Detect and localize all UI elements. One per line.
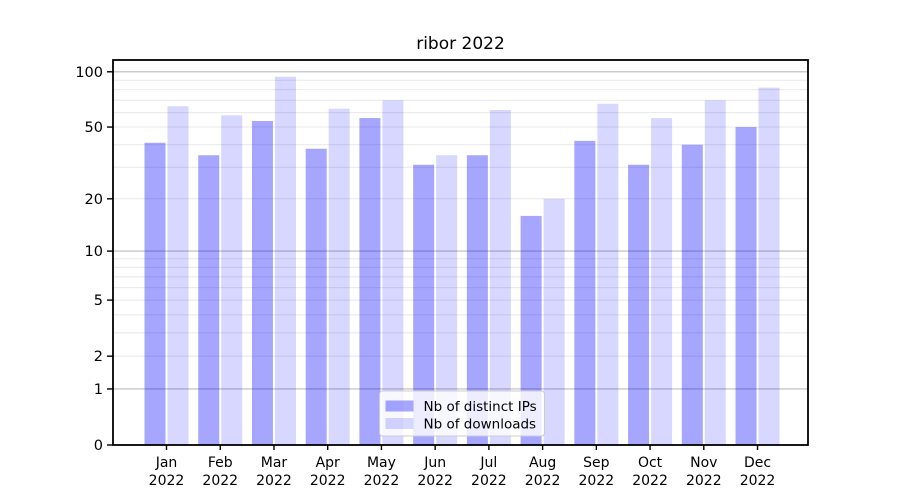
legend-swatch-distinct-ips: [385, 400, 414, 412]
bar-nb-of-distinct-ips-jul: [466, 155, 488, 445]
bar-nb-of-distinct-ips-jan: [144, 142, 166, 445]
x-tick-label-month: Oct: [638, 455, 663, 471]
x-tick-label-month: Dec: [744, 455, 771, 471]
x-tick-label-year: 2022: [256, 473, 292, 489]
y-tick-label: 20: [85, 192, 103, 208]
x-tick-label-year: 2022: [740, 473, 776, 489]
bar-nb-of-downloads-may: [382, 100, 404, 446]
x-tick-label-month: Feb: [208, 455, 233, 471]
bar-nb-of-downloads-jun: [436, 155, 458, 445]
bar-nb-of-distinct-ips-mar: [251, 120, 273, 446]
x-tick-label-year: 2022: [364, 473, 400, 489]
plot-border: [112, 59, 809, 446]
bar-nb-of-downloads-jul: [489, 109, 511, 445]
y-tick-label: 10: [85, 244, 103, 260]
bar-nb-of-distinct-ips-oct: [628, 164, 650, 445]
y-tick-label: 0: [94, 438, 103, 454]
bar-nb-of-distinct-ips-jun: [413, 164, 435, 445]
x-tick-label-year: 2022: [149, 473, 185, 489]
x-tick-label-month: Jan: [155, 455, 178, 471]
bar-nb-of-distinct-ips-nov: [681, 144, 703, 445]
bar-nb-of-distinct-ips-may: [359, 118, 381, 446]
x-tick-label-month: Aug: [529, 455, 556, 471]
bar-nb-of-distinct-ips-sep: [574, 140, 596, 445]
bar-nb-of-downloads-mar: [274, 76, 296, 445]
x-tick-label-year: 2022: [417, 473, 453, 489]
bar-nb-of-downloads-oct: [651, 118, 673, 446]
bar-nb-of-downloads-sep: [597, 103, 619, 446]
bar-nb-of-downloads-jan: [167, 106, 189, 445]
bar-nb-of-distinct-ips-apr: [305, 148, 327, 445]
x-tick-label-year: 2022: [310, 473, 346, 489]
x-tick-label-year: 2022: [579, 473, 615, 489]
x-tick-label-month: May: [367, 455, 396, 471]
bar-nb-of-downloads-aug: [543, 198, 565, 445]
x-tick-label-year: 2022: [202, 473, 238, 489]
x-tick-label-month: Jun: [423, 455, 446, 471]
bar-nb-of-downloads-dec: [758, 87, 780, 445]
legend-label-downloads: Nb of downloads: [424, 417, 537, 433]
x-tick-label-year: 2022: [686, 473, 722, 489]
x-tick-label-month: Sep: [583, 455, 610, 471]
x-tick-label-year: 2022: [525, 473, 561, 489]
x-tick-label-month: Jul: [479, 455, 497, 471]
x-tick-label-month: Apr: [316, 455, 340, 471]
y-tick-label: 2: [94, 349, 103, 365]
bar-nb-of-distinct-ips-aug: [520, 215, 542, 445]
bar-nb-of-downloads-feb: [221, 115, 243, 445]
chart-title: ribor 2022: [416, 34, 505, 54]
x-tick-label-month: Mar: [261, 455, 288, 471]
x-tick-label-year: 2022: [471, 473, 507, 489]
y-tick-label: 100: [75, 65, 103, 81]
bar-nb-of-distinct-ips-feb: [198, 155, 220, 445]
x-tick-label-year: 2022: [632, 473, 668, 489]
legend-label-distinct-ips: Nb of distinct IPs: [424, 399, 537, 415]
legend-box: [379, 390, 545, 437]
x-tick-label-month: Nov: [690, 455, 717, 471]
bar-nb-of-distinct-ips-dec: [735, 127, 757, 446]
bar-nb-of-downloads-nov: [704, 100, 726, 446]
bar-nb-of-downloads-apr: [328, 108, 350, 446]
y-tick-label: 1: [94, 382, 103, 398]
y-tick-label: 5: [94, 293, 103, 309]
legend: Nb of distinct IPs Nb of downloads: [379, 390, 545, 437]
legend-swatch-downloads: [385, 418, 414, 429]
y-tick-label: 50: [85, 120, 103, 136]
